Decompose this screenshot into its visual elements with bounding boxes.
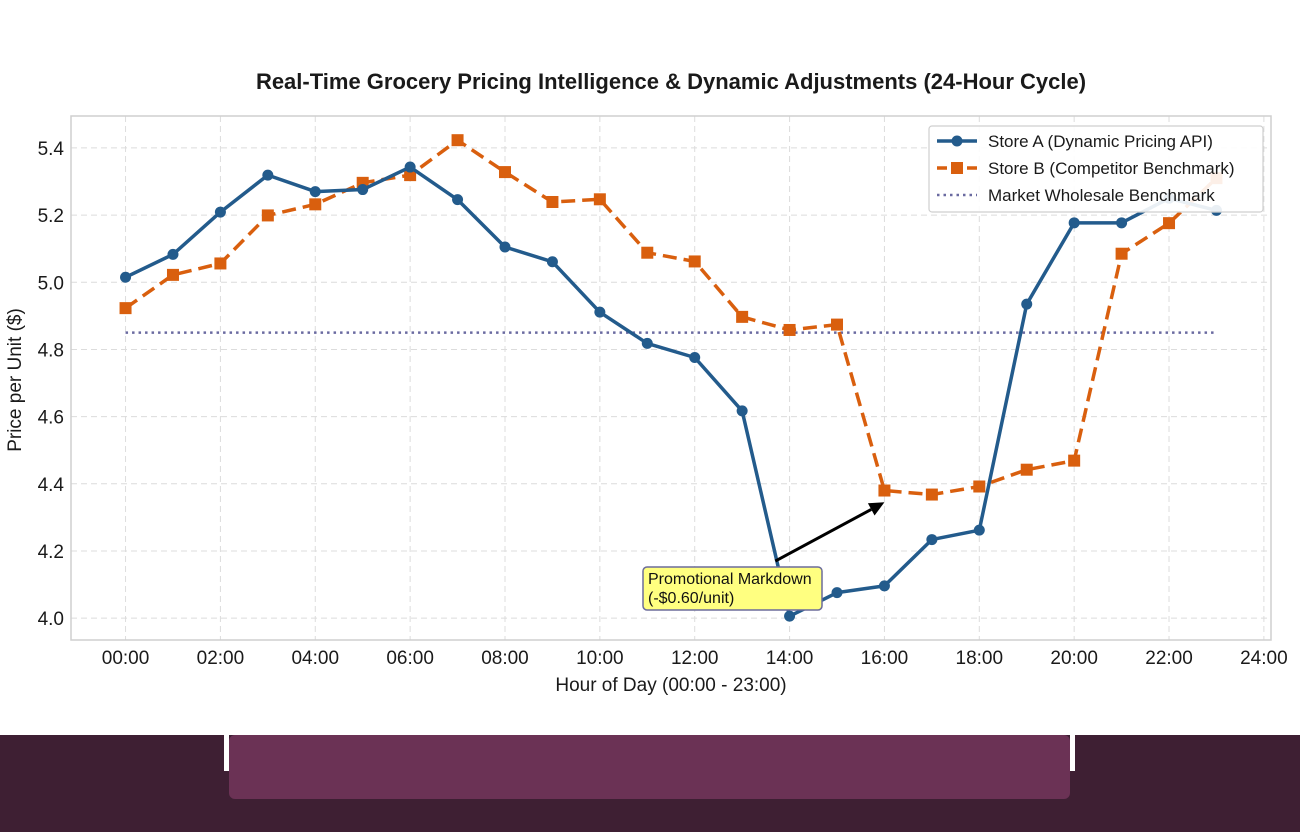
series-1-point-17 bbox=[925, 488, 938, 501]
series-0-point-4 bbox=[309, 186, 321, 198]
x-tick-label-9: 18:00 bbox=[956, 648, 1004, 669]
series-0-point-19 bbox=[1021, 298, 1033, 310]
series-1-point-10 bbox=[593, 193, 606, 206]
x-tick-label-7: 14:00 bbox=[766, 648, 814, 669]
y-axis-label: Price per Unit ($) bbox=[5, 308, 26, 452]
series-0-point-5 bbox=[357, 184, 369, 196]
y-tick-label-0: 4.0 bbox=[38, 609, 64, 630]
line-chart: Real-Time Grocery Pricing Intelligence &… bbox=[5, 69, 1288, 696]
y-tick-label-7: 5.4 bbox=[38, 139, 65, 160]
x-tick-label-2: 04:00 bbox=[291, 648, 339, 669]
annotation-arrow-shaft-0 bbox=[774, 508, 872, 563]
x-tick-label-3: 06:00 bbox=[386, 648, 434, 669]
series-1-point-2 bbox=[214, 257, 227, 270]
series-0-point-7 bbox=[452, 194, 464, 206]
y-tick-label-5: 5.0 bbox=[38, 273, 64, 294]
series-0-point-20 bbox=[1068, 217, 1080, 229]
series-1-line bbox=[124, 138, 1218, 497]
x-tick-label-4: 08:00 bbox=[481, 648, 529, 669]
series-1-point-20 bbox=[1068, 454, 1081, 467]
bottom-bar bbox=[0, 735, 1300, 832]
series-0-point-13 bbox=[736, 405, 748, 417]
x-tick-label-8: 16:00 bbox=[861, 648, 909, 669]
annotation-text-line2-0: (-$0.60/unit) bbox=[648, 590, 734, 607]
legend-label-2: Market Wholesale Benchmark bbox=[988, 186, 1215, 205]
series-0-point-8 bbox=[499, 241, 511, 253]
series-0-point-14 bbox=[784, 610, 796, 622]
series-0-point-10 bbox=[594, 306, 606, 318]
series-0-point-12 bbox=[689, 352, 701, 364]
series-0-point-6 bbox=[404, 161, 416, 173]
x-tick-label-5: 10:00 bbox=[576, 648, 624, 669]
series-0-point-1 bbox=[167, 248, 179, 260]
series-1-point-15 bbox=[831, 318, 844, 331]
series-1-point-16 bbox=[878, 484, 891, 497]
series-1-point-8 bbox=[498, 166, 511, 179]
annotation-box-0 bbox=[642, 566, 823, 611]
series-1-point-14 bbox=[783, 323, 796, 336]
legend-marker-0 bbox=[951, 135, 963, 147]
annotation-text-line1-0: Promotional Markdown bbox=[648, 571, 812, 588]
series-0-point-15 bbox=[831, 587, 843, 599]
series-1-point-22 bbox=[1163, 217, 1176, 230]
series-0-point-2 bbox=[214, 206, 226, 218]
series-0-point-0 bbox=[120, 271, 132, 283]
series-1-point-3 bbox=[261, 209, 274, 222]
series-1-point-18 bbox=[973, 480, 986, 493]
series-1-point-11 bbox=[641, 246, 654, 259]
series-0-point-3 bbox=[262, 169, 274, 181]
series-1-point-1 bbox=[166, 268, 179, 281]
legend-box bbox=[928, 125, 1264, 213]
chart-title: Real-Time Grocery Pricing Intelligence &… bbox=[256, 69, 1086, 94]
series-0-point-9 bbox=[546, 256, 558, 268]
bottom-bar-divider-right bbox=[1070, 735, 1075, 771]
x-tick-label-1: 02:00 bbox=[197, 648, 245, 669]
y-tick-label-4: 4.8 bbox=[38, 340, 64, 361]
legend-label-0: Store A (Dynamic Pricing API) bbox=[988, 132, 1213, 151]
x-tick-label-0: 00:00 bbox=[102, 648, 150, 669]
x-tick-label-6: 12:00 bbox=[671, 648, 719, 669]
x-axis-label: Hour of Day (00:00 - 23:00) bbox=[555, 675, 786, 696]
series-1-point-19 bbox=[1020, 463, 1033, 476]
series-0-point-11 bbox=[641, 337, 653, 349]
y-tick-label-1: 4.2 bbox=[38, 542, 64, 563]
bottom-bar-center-panel bbox=[229, 735, 1070, 799]
series-0-point-17 bbox=[926, 534, 938, 546]
series-0-point-21 bbox=[1116, 217, 1128, 229]
annotation-arrow-head-0 bbox=[867, 502, 885, 516]
series-1-point-6 bbox=[404, 169, 417, 182]
series-0-point-16 bbox=[878, 580, 890, 592]
series-0-line bbox=[124, 165, 1217, 618]
series-0-point-18 bbox=[973, 524, 985, 536]
y-tick-label-2: 4.4 bbox=[38, 475, 65, 496]
series-1-point-12 bbox=[688, 255, 701, 268]
legend-marker-1 bbox=[951, 162, 963, 174]
bottom-bar-divider-left bbox=[224, 735, 229, 771]
series-1-point-21 bbox=[1115, 247, 1128, 260]
legend: Store A (Dynamic Pricing API) Store B (Co… bbox=[928, 125, 1264, 213]
y-tick-label-6: 5.2 bbox=[38, 206, 64, 227]
series-1-point-9 bbox=[546, 195, 559, 208]
series-1-point-4 bbox=[309, 198, 322, 211]
series-1-point-13 bbox=[736, 310, 749, 323]
series-1-point-7 bbox=[451, 134, 464, 147]
y-tick-label-3: 4.6 bbox=[38, 408, 64, 429]
plot-frame bbox=[70, 115, 1272, 641]
x-tick-label-10: 20:00 bbox=[1050, 648, 1098, 669]
x-tick-label-11: 22:00 bbox=[1145, 648, 1193, 669]
x-tick-label-12: 24:00 bbox=[1240, 648, 1288, 669]
legend-label-1: Store B (Competitor Benchmark) bbox=[988, 159, 1235, 178]
series-1-point-0 bbox=[119, 302, 132, 315]
